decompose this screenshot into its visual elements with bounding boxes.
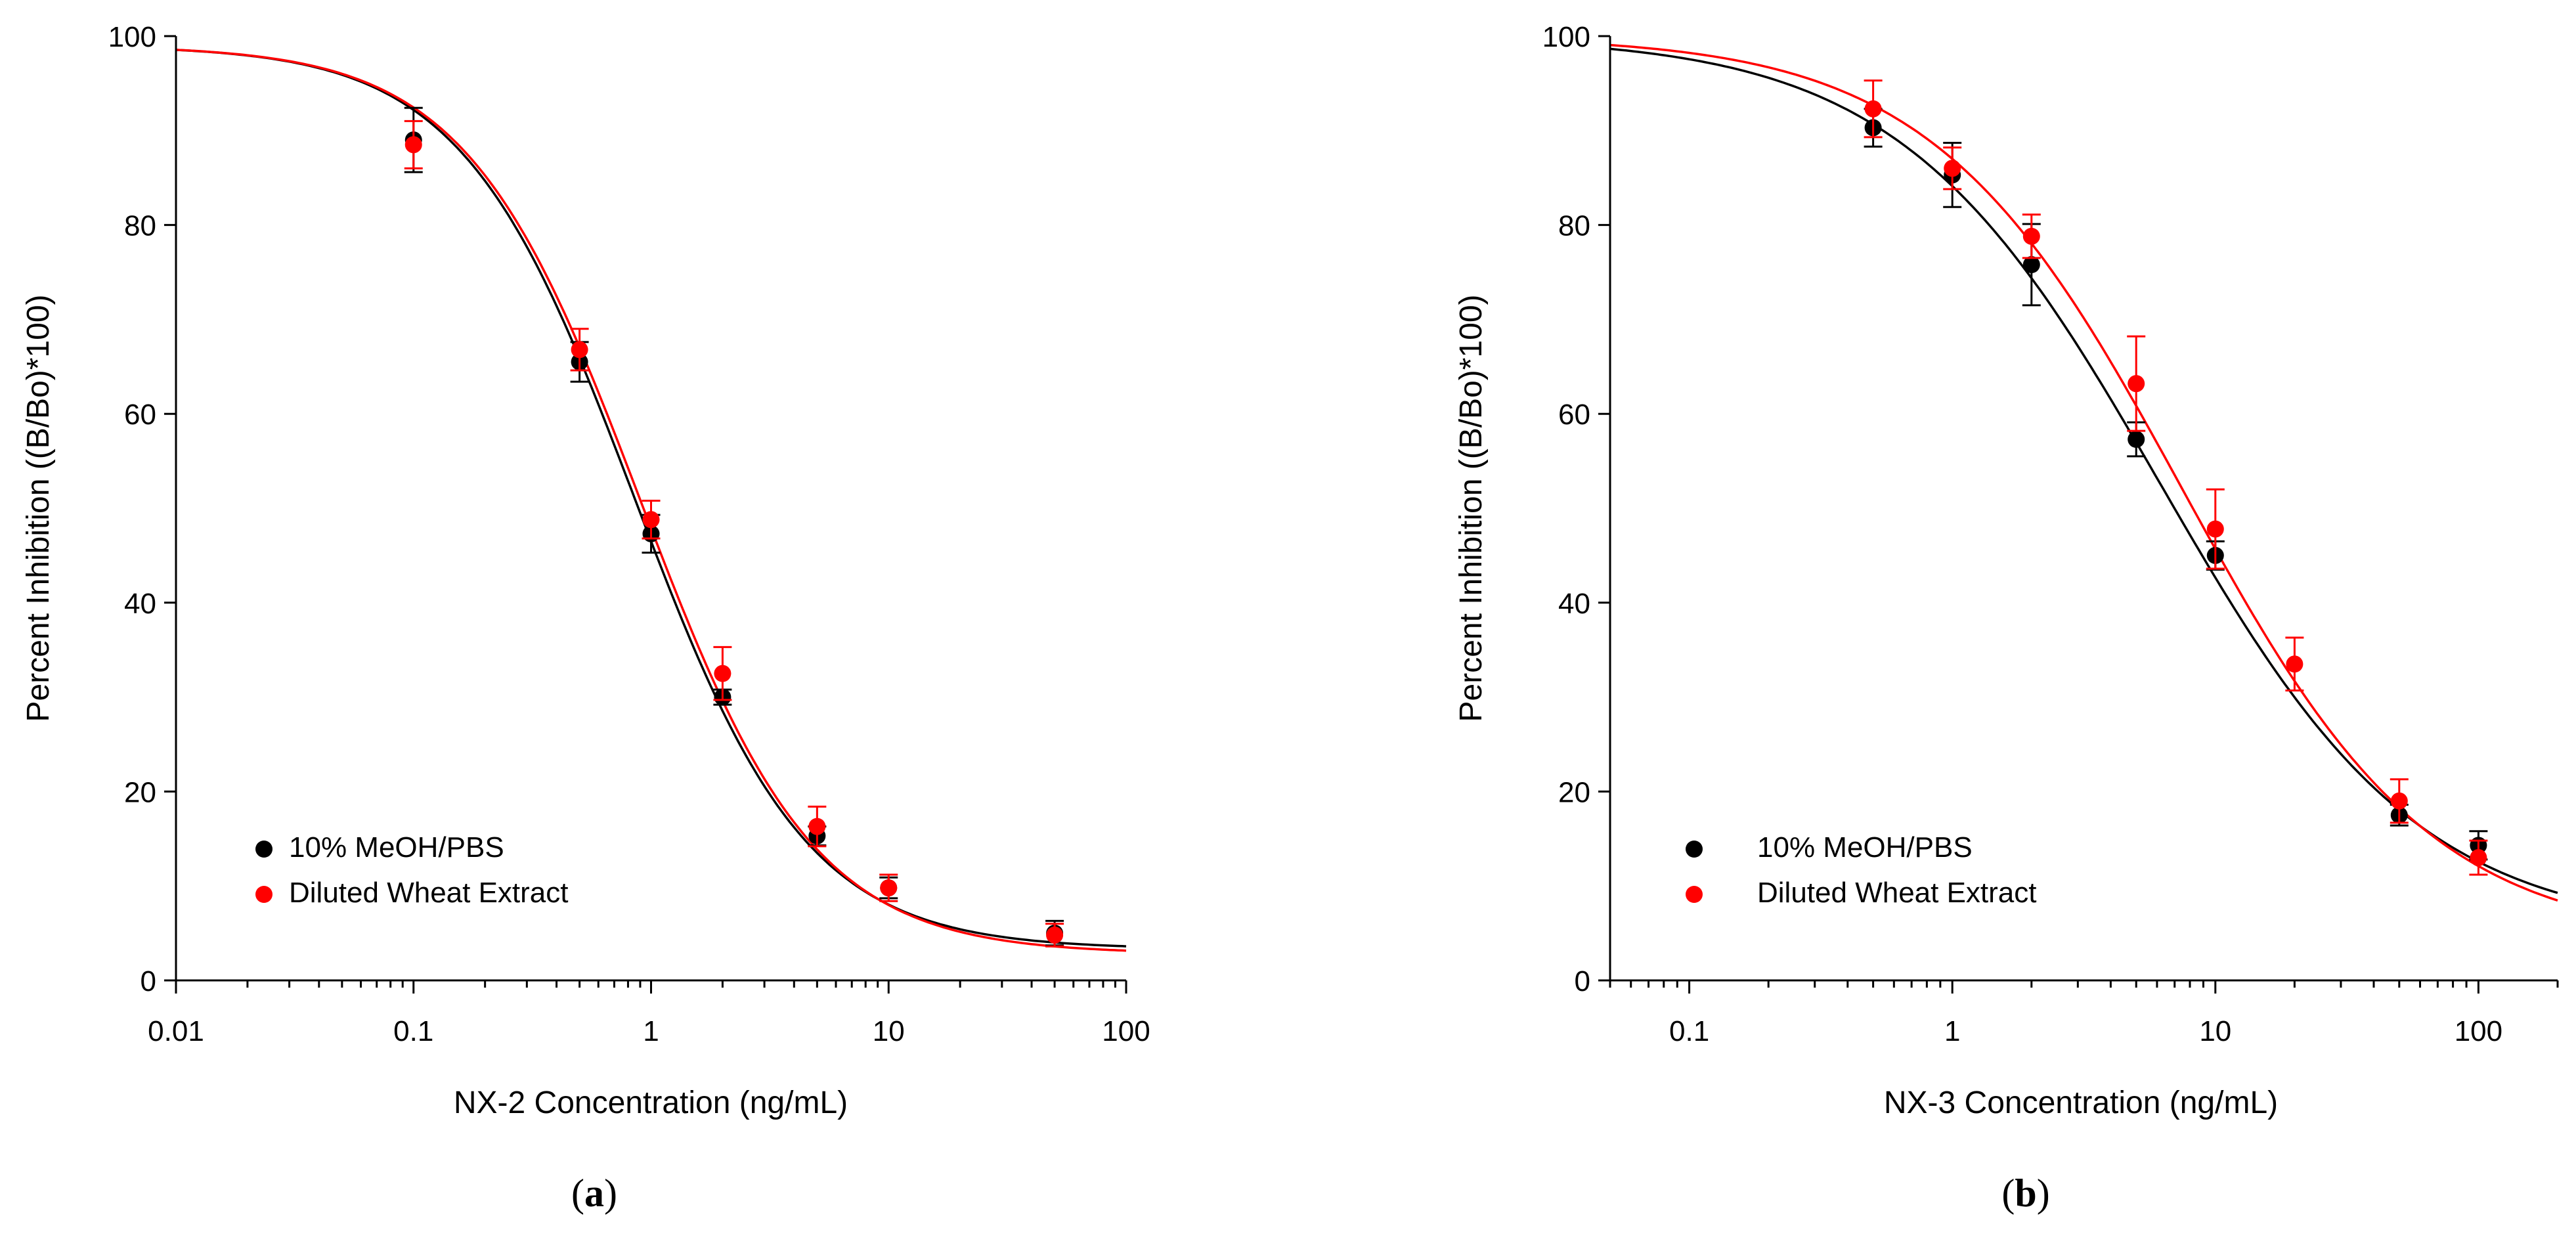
data-point-series-2 — [571, 341, 588, 359]
data-point-series-2 — [1944, 160, 1961, 177]
y-tick-label: 80 — [124, 210, 156, 242]
x-axis-ticks: 0.1 1 10 100 — [1609, 980, 2559, 1047]
data-point-series-2 — [2286, 655, 2303, 673]
x-tick-label: 0.1 — [1669, 1015, 1709, 1047]
y-tick-label: 40 — [1558, 588, 1590, 620]
y-tick-label: 0 — [1575, 965, 1590, 997]
data-points — [1864, 79, 2488, 876]
x-tick-label: 100 — [2455, 1015, 2502, 1047]
legend: 10% MeOH/PBS Diluted Wheat Extract — [1686, 831, 2037, 909]
legend-marker-series-2 — [1686, 886, 1703, 903]
legend-marker-series-1 — [255, 841, 273, 858]
y-tick-label: 100 — [1542, 21, 1590, 53]
legend: 10% MeOH/PBS Diluted Wheat Extract — [255, 831, 569, 909]
x-axis-ticks: 0.01 0.1 1 10 100 — [148, 980, 1150, 1047]
data-point-series-2 — [2206, 520, 2224, 538]
data-point-series-2 — [2390, 792, 2408, 810]
y-tick-label: 0 — [141, 965, 156, 997]
legend-label-series-2: Diluted Wheat Extract — [289, 877, 569, 909]
y-tick-label: 100 — [108, 21, 156, 53]
data-point-series-2 — [880, 879, 898, 897]
plot-frame — [1610, 36, 2558, 980]
y-tick-label: 60 — [1558, 399, 1590, 431]
data-point-series-2 — [642, 511, 660, 529]
data-point-series-1 — [2022, 255, 2040, 273]
y-axis-ticks: 0 20 40 60 80 100 — [108, 21, 176, 997]
legend-label-series-1: 10% MeOH/PBS — [1757, 831, 1973, 864]
data-point-series-2 — [2470, 849, 2487, 867]
data-point-series-2 — [2128, 375, 2145, 393]
x-tick-label: 1 — [643, 1015, 659, 1047]
y-tick-label: 60 — [124, 399, 156, 431]
data-point-series-2 — [714, 665, 731, 682]
y-tick-label: 20 — [1558, 776, 1590, 808]
x-tick-label: 10 — [2199, 1015, 2231, 1047]
y-axis-ticks: 0 20 40 60 80 100 — [1542, 21, 1610, 997]
data-point-series-2 — [1864, 100, 1882, 118]
panel-label: (b) — [2001, 1171, 2049, 1215]
legend-marker-series-1 — [1686, 841, 1703, 858]
y-axis-label: Percent Inhibition ((B/Bo)*100) — [1454, 295, 1489, 722]
data-point-series-2 — [404, 136, 422, 154]
data-point-series-1 — [2128, 431, 2145, 448]
x-tick-label: 100 — [1102, 1015, 1150, 1047]
x-tick-label: 0.1 — [393, 1015, 433, 1047]
panel-label: (a) — [571, 1171, 617, 1215]
y-tick-label: 40 — [124, 588, 156, 620]
legend-marker-series-2 — [255, 886, 273, 903]
y-tick-label: 80 — [1558, 210, 1590, 242]
data-point-series-2 — [808, 818, 826, 835]
data-points — [404, 106, 1064, 948]
y-axis-label: Percent Inhibition ((B/Bo)*100) — [21, 295, 56, 722]
y-tick-label: 20 — [124, 776, 156, 808]
x-tick-label: 10 — [873, 1015, 905, 1047]
chart-panel-b: 0 20 40 60 80 100 0.1 1 10 100 10% MeOH/PBS Dilu… — [1454, 21, 2559, 1215]
x-tick-label: 1 — [1944, 1015, 1960, 1047]
data-point-series-2 — [2022, 227, 2040, 245]
x-tick-label: 0.01 — [148, 1015, 204, 1047]
plot-area — [1609, 36, 2558, 982]
legend-label-series-1: 10% MeOH/PBS — [289, 831, 504, 864]
data-point-series-2 — [1046, 926, 1064, 944]
plot-area — [175, 36, 1127, 982]
chart-panel-a: 0 20 40 60 80 100 0.01 0.1 1 10 100 10% MeOH/PBS … — [21, 21, 1150, 1215]
legend-label-series-2: Diluted Wheat Extract — [1757, 877, 2037, 909]
x-axis-label: NX-2 Concentration (ng/mL) — [454, 1085, 848, 1120]
x-axis-label: NX-3 Concentration (ng/mL) — [1884, 1085, 2278, 1120]
